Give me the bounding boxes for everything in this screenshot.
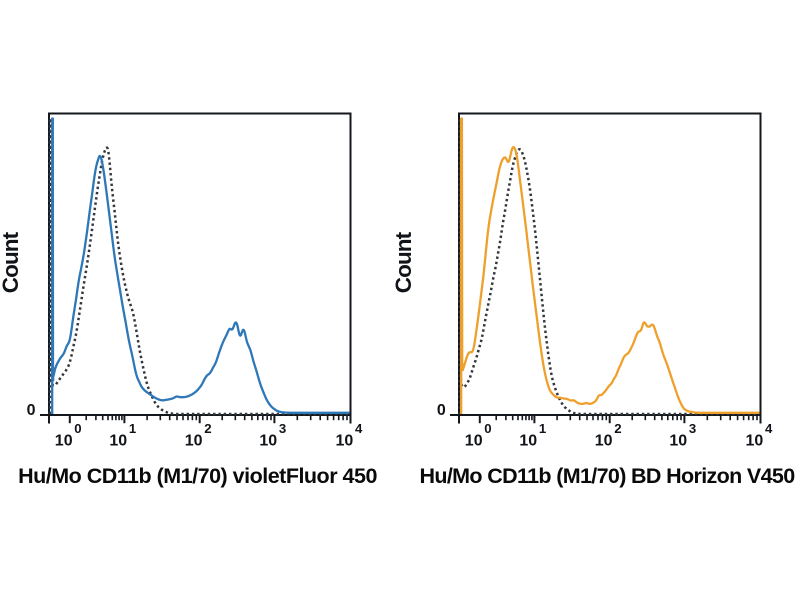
svg-text:Count: Count <box>391 231 416 293</box>
svg-text:1: 1 <box>129 421 136 436</box>
svg-text:10: 10 <box>746 433 764 450</box>
svg-text:3: 3 <box>689 421 696 436</box>
svg-text:2: 2 <box>614 421 621 436</box>
svg-text:1: 1 <box>539 421 546 436</box>
svg-text:Hu/Mo CD11b (M1/70) violetFluo: Hu/Mo CD11b (M1/70) violetFluor 450 <box>18 464 377 488</box>
svg-text:10: 10 <box>259 433 277 450</box>
svg-text:10: 10 <box>595 433 613 450</box>
svg-text:4: 4 <box>765 421 773 436</box>
svg-text:0: 0 <box>437 402 446 419</box>
svg-text:0: 0 <box>484 421 491 436</box>
svg-text:Count: Count <box>0 231 23 293</box>
svg-text:0: 0 <box>27 402 36 419</box>
svg-text:10: 10 <box>55 433 73 450</box>
svg-text:10: 10 <box>669 433 687 450</box>
svg-text:10: 10 <box>465 433 483 450</box>
svg-text:10: 10 <box>109 433 127 450</box>
svg-text:Hu/Mo CD11b (M1/70) BD Horizon: Hu/Mo CD11b (M1/70) BD Horizon V450 <box>419 464 795 488</box>
svg-text:10: 10 <box>519 433 537 450</box>
svg-text:10: 10 <box>336 433 354 450</box>
svg-text:0: 0 <box>74 421 81 436</box>
svg-text:4: 4 <box>355 421 363 436</box>
svg-text:3: 3 <box>279 421 286 436</box>
svg-text:2: 2 <box>204 421 211 436</box>
svg-text:10: 10 <box>185 433 203 450</box>
